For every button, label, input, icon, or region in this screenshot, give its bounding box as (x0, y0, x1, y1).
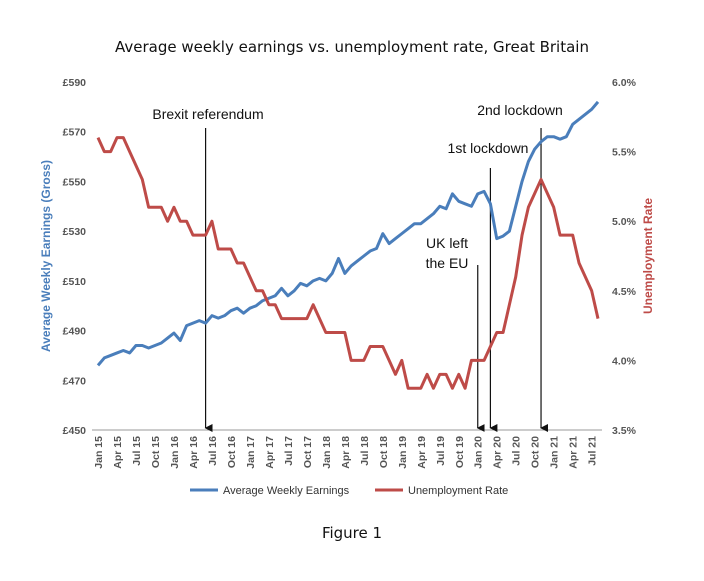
x-tick-label: Jul 18 (359, 436, 371, 466)
y-tick-label: £490 (63, 326, 87, 338)
x-tick-label: Apr 18 (340, 436, 352, 469)
x-tick-label: Jul 19 (435, 436, 447, 466)
y2-tick-label: 3.5% (612, 425, 637, 437)
y2-tick-label: 5.0% (612, 216, 637, 228)
x-tick-label: Jan 20 (473, 436, 485, 469)
annotation: Brexit referendum (152, 106, 263, 122)
y2-tick-label: 5.5% (612, 147, 637, 159)
x-tick-label: Oct 20 (530, 436, 542, 468)
y-tick-label: £470 (63, 375, 87, 387)
x-tick-label: Oct 18 (378, 436, 390, 468)
y2-axis-label: Unemployment Rate (641, 198, 655, 314)
x-tick-label: Oct 16 (226, 436, 238, 468)
x-tick-label: Jul 21 (587, 436, 599, 466)
x-tick-label: Jan 18 (321, 436, 333, 469)
y-axis-label: Average Weekly Earnings (Gross) (39, 160, 53, 352)
annotation: 1st lockdown (448, 140, 529, 156)
x-tick-label: Oct 15 (150, 436, 162, 468)
x-tick-label: Apr 20 (492, 436, 504, 469)
line-series (96, 136, 600, 390)
x-tick-label: Oct 17 (302, 436, 314, 468)
y-tick-label: £570 (63, 127, 87, 139)
y-tick-label: £530 (63, 226, 87, 238)
y2-tick-label: 4.5% (612, 286, 637, 298)
x-tick-label: Jul 16 (207, 436, 219, 466)
x-tick-label: Jul 20 (511, 436, 523, 466)
chart-title: Average weekly earnings vs. unemployment… (115, 38, 589, 56)
annotation: UK left (426, 235, 468, 251)
y-tick-label: £590 (63, 77, 87, 89)
legend-label: Unemployment Rate (408, 485, 508, 497)
annotation: the EU (426, 255, 469, 271)
x-tick-label: Jan 16 (169, 436, 181, 469)
y2-tick-label: 6.0% (612, 77, 637, 89)
x-tick-label: Oct 19 (454, 436, 466, 468)
x-tick-label: Apr 17 (264, 436, 276, 469)
annotation: 2nd lockdown (477, 102, 563, 118)
x-tick-label: Jul 17 (283, 436, 295, 466)
y2-tick-label: 4.0% (612, 355, 637, 367)
x-tick-label: Jan 15 (93, 436, 105, 469)
x-tick-label: Jan 17 (245, 436, 257, 469)
x-tick-label: Apr 21 (568, 436, 580, 469)
x-tick-label: Jan 19 (397, 436, 409, 469)
y-tick-label: £550 (63, 176, 87, 188)
caption: Figure 1 (322, 524, 382, 542)
legend-label: Average Weekly Earnings (223, 485, 350, 497)
x-tick-label: Jul 15 (131, 436, 143, 466)
y-tick-label: £510 (63, 276, 87, 288)
x-tick-label: Jan 21 (549, 436, 561, 469)
line-series (96, 100, 600, 367)
x-tick-label: Apr 19 (416, 436, 428, 469)
y-tick-label: £450 (63, 425, 87, 437)
x-tick-label: Apr 16 (188, 436, 200, 469)
x-tick-label: Apr 15 (112, 436, 124, 469)
